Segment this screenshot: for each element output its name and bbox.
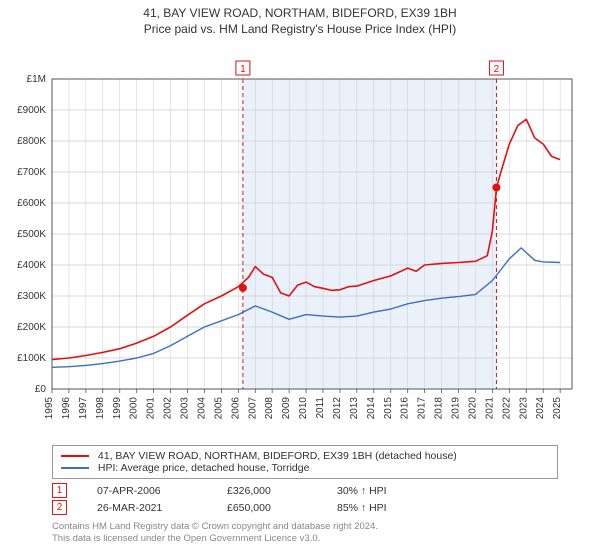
sale-date-2: 26-MAR-2021 xyxy=(97,502,197,514)
legend-label-hpi: HPI: Average price, detached house, Torr… xyxy=(98,462,310,474)
svg-text:1996: 1996 xyxy=(61,397,72,420)
svg-text:1: 1 xyxy=(240,64,246,75)
svg-text:2008: 2008 xyxy=(264,397,275,420)
svg-text:2006: 2006 xyxy=(230,397,241,420)
svg-text:2: 2 xyxy=(494,64,500,75)
svg-text:£100K: £100K xyxy=(17,353,46,364)
svg-text:2010: 2010 xyxy=(298,397,309,420)
sale-row-1: 1 07-APR-2006 £326,000 30% ↑ HPI xyxy=(52,483,555,498)
attribution-line2: This data is licensed under the Open Gov… xyxy=(52,533,555,545)
svg-text:2012: 2012 xyxy=(332,397,343,420)
svg-text:£400K: £400K xyxy=(17,260,46,271)
attribution-line1: Contains HM Land Registry data © Crown c… xyxy=(52,521,555,533)
svg-text:2000: 2000 xyxy=(129,397,140,420)
sale-date-1: 07-APR-2006 xyxy=(97,485,197,497)
svg-text:1999: 1999 xyxy=(112,397,123,420)
svg-text:2020: 2020 xyxy=(467,397,478,420)
svg-text:2016: 2016 xyxy=(400,397,411,420)
svg-text:£900K: £900K xyxy=(17,105,46,116)
svg-text:2017: 2017 xyxy=(417,397,428,420)
svg-text:£500K: £500K xyxy=(17,229,46,240)
svg-text:£0: £0 xyxy=(35,384,47,395)
svg-text:£300K: £300K xyxy=(17,291,46,302)
svg-text:2014: 2014 xyxy=(366,397,377,420)
chart-header: 41, BAY VIEW ROAD, NORTHAM, BIDEFORD, EX… xyxy=(0,0,600,37)
title-line2: Price paid vs. HM Land Registry's House … xyxy=(0,22,600,38)
svg-text:£600K: £600K xyxy=(17,198,46,209)
svg-text:2009: 2009 xyxy=(281,397,292,420)
svg-text:2007: 2007 xyxy=(247,397,258,420)
legend-label-property: 41, BAY VIEW ROAD, NORTHAM, BIDEFORD, EX… xyxy=(98,450,457,462)
svg-text:2011: 2011 xyxy=(315,397,326,419)
svg-text:2024: 2024 xyxy=(535,397,546,420)
sale-price-1: £326,000 xyxy=(227,485,307,497)
svg-text:1998: 1998 xyxy=(95,397,106,420)
svg-text:2003: 2003 xyxy=(180,397,191,420)
legend-swatch-property xyxy=(61,455,89,457)
legend: 41, BAY VIEW ROAD, NORTHAM, BIDEFORD, EX… xyxy=(52,445,558,479)
svg-text:2002: 2002 xyxy=(163,397,174,420)
sale-row-2: 2 26-MAR-2021 £650,000 85% ↑ HPI xyxy=(52,500,555,515)
svg-text:2001: 2001 xyxy=(146,397,157,420)
svg-text:1995: 1995 xyxy=(44,397,55,420)
legend-swatch-hpi xyxy=(61,467,89,469)
svg-text:2022: 2022 xyxy=(501,397,512,420)
legend-item-property: 41, BAY VIEW ROAD, NORTHAM, BIDEFORD, EX… xyxy=(61,450,549,462)
legend-item-hpi: HPI: Average price, detached house, Torr… xyxy=(61,462,549,474)
svg-text:2005: 2005 xyxy=(213,397,224,420)
sale-delta-2: 85% ↑ HPI xyxy=(337,502,387,514)
svg-text:2013: 2013 xyxy=(349,397,360,420)
svg-text:£700K: £700K xyxy=(17,167,46,178)
svg-text:2015: 2015 xyxy=(383,397,394,420)
svg-text:£1M: £1M xyxy=(27,74,46,85)
svg-text:2018: 2018 xyxy=(434,397,445,420)
sale-badge-1: 1 xyxy=(52,483,67,498)
attribution: Contains HM Land Registry data © Crown c… xyxy=(52,521,555,545)
chart-svg: £0 £100K £200K £300K £400K £500K £600K £700K £80… xyxy=(0,37,600,437)
sale-badge-2: 2 xyxy=(52,500,67,515)
svg-text:£200K: £200K xyxy=(17,322,46,333)
svg-text:2004: 2004 xyxy=(196,397,207,420)
sales-table: 1 07-APR-2006 £326,000 30% ↑ HPI 2 26-MA… xyxy=(52,483,555,515)
sale-price-2: £650,000 xyxy=(227,502,307,514)
svg-text:2025: 2025 xyxy=(552,397,563,420)
svg-text:£800K: £800K xyxy=(17,136,46,147)
sale-delta-1: 30% ↑ HPI xyxy=(337,485,387,497)
svg-text:1997: 1997 xyxy=(78,397,89,420)
svg-text:2019: 2019 xyxy=(451,397,462,420)
chart-area: £0 £100K £200K £300K £400K £500K £600K £700K £80… xyxy=(0,37,600,437)
svg-text:2021: 2021 xyxy=(484,397,495,420)
title-line1: 41, BAY VIEW ROAD, NORTHAM, BIDEFORD, EX… xyxy=(0,6,600,22)
svg-text:2023: 2023 xyxy=(518,397,529,420)
